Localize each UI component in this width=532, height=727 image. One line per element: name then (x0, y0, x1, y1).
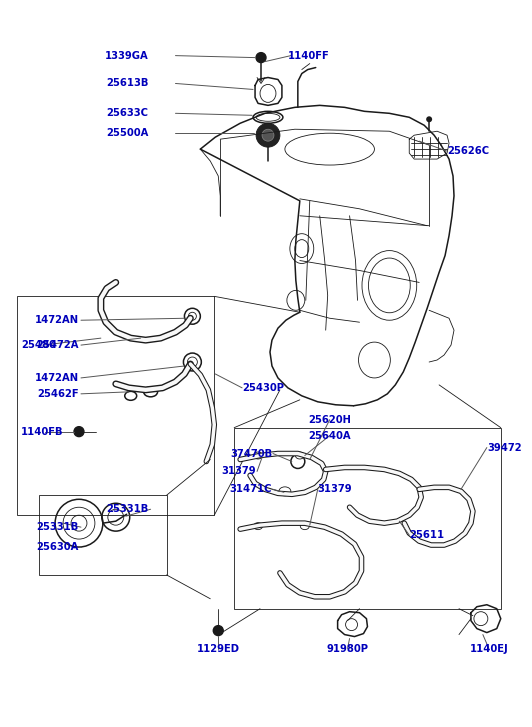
Circle shape (213, 626, 223, 635)
Text: 39472: 39472 (487, 443, 521, 453)
Bar (234, 427, 501, 608)
Text: 91980P: 91980P (327, 643, 369, 654)
Text: 25462F: 25462F (37, 389, 79, 399)
Text: 25626C: 25626C (447, 146, 489, 156)
Text: 25611: 25611 (409, 530, 444, 540)
Text: 1129ED: 1129ED (197, 643, 240, 654)
Text: 25633C: 25633C (106, 108, 148, 119)
Bar (18, 297, 214, 515)
Text: 25620H: 25620H (308, 414, 351, 425)
Text: 25640A: 25640A (309, 430, 351, 441)
Circle shape (74, 427, 84, 437)
Text: 1472AN: 1472AN (35, 373, 79, 383)
Text: 1140FF: 1140FF (288, 51, 330, 60)
Circle shape (426, 116, 432, 122)
Text: 25613B: 25613B (106, 79, 148, 89)
Text: 1472AN: 1472AN (35, 316, 79, 325)
Text: 25331B: 25331B (106, 505, 148, 514)
Text: 31379: 31379 (221, 467, 256, 476)
Text: 25472A: 25472A (37, 340, 79, 350)
Circle shape (256, 124, 280, 147)
Text: 25480: 25480 (21, 340, 56, 350)
Text: 37470B: 37470B (230, 449, 272, 459)
Text: 25630A: 25630A (37, 542, 79, 552)
Text: 1339GA: 1339GA (105, 51, 148, 60)
Bar (39, 495, 167, 575)
Text: 25331B: 25331B (37, 522, 79, 532)
Text: 1140EJ: 1140EJ (469, 643, 508, 654)
Text: 31379: 31379 (318, 484, 352, 494)
Text: 25500A: 25500A (106, 128, 148, 138)
Text: 31471C: 31471C (229, 484, 272, 494)
Circle shape (262, 129, 274, 141)
Circle shape (256, 52, 266, 63)
Text: 25430P: 25430P (242, 383, 284, 393)
Text: 1140FB: 1140FB (21, 427, 64, 437)
